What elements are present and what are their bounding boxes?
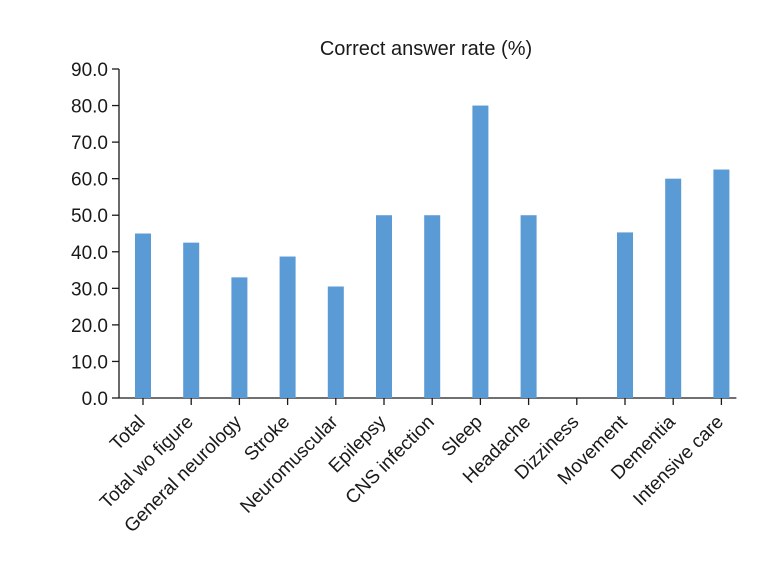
bar	[135, 233, 151, 398]
bar	[520, 215, 537, 398]
y-tick-label: 70.0	[71, 133, 108, 154]
x-tick-label: Total	[106, 412, 149, 455]
bar	[617, 232, 633, 398]
bar	[472, 105, 489, 399]
bar	[183, 242, 200, 398]
y-tick-label: 20.0	[71, 316, 108, 337]
y-tick-label: 80.0	[71, 97, 108, 118]
x-axis	[119, 397, 737, 405]
y-axis: 0.0 10.0 20.0 30.0 40.0 50.0 60.0 70.0 80.0 90.0	[71, 60, 120, 410]
y-tick-label: 40.0	[71, 243, 108, 264]
bar	[279, 256, 296, 398]
y-tick-label: 60.0	[71, 170, 108, 191]
bar	[713, 169, 730, 398]
y-tick-label: 90.0	[71, 60, 108, 81]
chart-title: Correct answer rate (%)	[320, 38, 532, 60]
bar	[665, 178, 682, 398]
y-tick-label: 0.0	[82, 389, 108, 410]
bar	[231, 277, 248, 398]
bar	[424, 215, 441, 398]
y-tick-label: 10.0	[71, 352, 108, 373]
bars	[135, 105, 730, 399]
bar	[327, 286, 344, 398]
y-tick-label: 30.0	[71, 279, 108, 300]
bar	[376, 215, 392, 398]
y-tick-label: 50.0	[71, 206, 108, 227]
